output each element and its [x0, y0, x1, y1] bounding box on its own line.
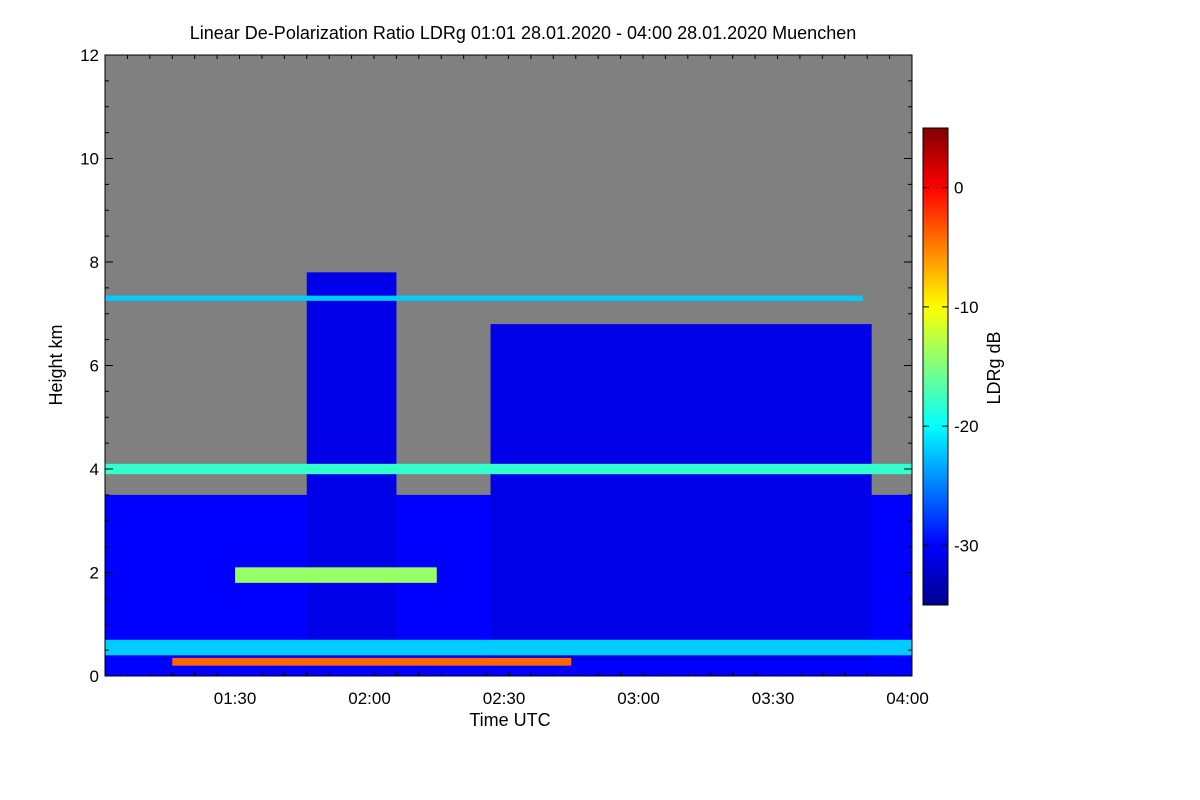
colorbar-tick-label: 0 — [954, 179, 963, 198]
ldr-region: cloud mass 02:25-03:50 — [490, 324, 872, 661]
x-tick-label: 02:30 — [483, 689, 526, 708]
x-tick-label: 03:00 — [617, 689, 660, 708]
ldr-region: layer near 4 km — [105, 463, 912, 475]
x-tick-label: 03:30 — [752, 689, 795, 708]
y-tick-label: 4 — [90, 460, 99, 479]
x-tick-label: 01:30 — [214, 689, 257, 708]
ldr-region: cloud column 01:50-02:05 — [306, 272, 397, 651]
colorbar-ticks: 0 -10 -20 -30 — [923, 179, 979, 555]
y-tick-label: 2 — [90, 564, 99, 583]
colorbar-tick-label: -20 — [954, 417, 979, 436]
x-tick-label: 02:00 — [348, 689, 391, 708]
colorbar-tick-label: -30 — [954, 536, 979, 555]
ldr-region: thin layer near 7.3 km — [105, 295, 863, 301]
y-tick-label: 8 — [90, 253, 99, 272]
x-axis: 01:30 02:00 02:30 03:00 03:30 04:00 — [104, 55, 929, 708]
y-tick-label: 6 — [90, 357, 99, 376]
y-tick-label: 12 — [80, 46, 99, 65]
y-tick-label: 0 — [90, 667, 99, 686]
y-axis: 0 2 4 6 8 10 12 — [80, 46, 912, 686]
ldr-region: layer near 2 km — [235, 567, 437, 583]
ldr-region: low layer 01:15-02:45 — [172, 657, 572, 666]
ldr-region: near-surface layer — [105, 639, 912, 656]
colorbar — [922, 127, 949, 606]
y-tick-label: 10 — [80, 150, 99, 169]
y-axis-title: Height km — [46, 324, 66, 405]
chart-title: Linear De-Polarization Ratio LDRg 01:01 … — [190, 23, 856, 43]
x-axis-title: Time UTC — [469, 710, 550, 730]
colorbar-title: LDRg dB — [984, 331, 1004, 404]
x-tick-label: 04:00 — [886, 689, 929, 708]
ldr-data-layer: boundary layercloud column 01:50-02:05cl… — [105, 272, 912, 676]
colorbar-tick-label: -10 — [954, 298, 979, 317]
